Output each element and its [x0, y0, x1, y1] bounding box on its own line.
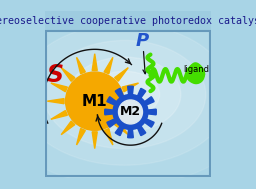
Polygon shape — [107, 119, 116, 127]
Ellipse shape — [90, 71, 160, 118]
Text: ligand: ligand — [183, 65, 209, 74]
Polygon shape — [122, 83, 138, 92]
Ellipse shape — [69, 57, 181, 132]
Polygon shape — [92, 54, 97, 70]
Polygon shape — [47, 99, 64, 104]
Polygon shape — [105, 109, 113, 115]
Circle shape — [119, 100, 143, 124]
Text: M2: M2 — [120, 105, 141, 119]
Polygon shape — [145, 119, 154, 127]
Polygon shape — [61, 68, 75, 81]
Polygon shape — [115, 126, 123, 136]
Text: Stereoselective cooperative photoredox catalysis: Stereoselective cooperative photoredox c… — [0, 16, 256, 26]
Text: S: S — [47, 63, 64, 87]
Polygon shape — [61, 121, 75, 135]
Polygon shape — [77, 129, 85, 145]
Polygon shape — [77, 57, 85, 74]
Polygon shape — [104, 57, 113, 74]
Ellipse shape — [0, 3, 256, 186]
Polygon shape — [51, 111, 67, 119]
Bar — [45, 11, 211, 30]
Ellipse shape — [44, 40, 206, 149]
Polygon shape — [122, 111, 138, 119]
Circle shape — [113, 94, 148, 129]
Polygon shape — [92, 132, 97, 149]
Polygon shape — [115, 121, 128, 135]
Polygon shape — [128, 129, 133, 138]
Bar — [47, 31, 209, 176]
Polygon shape — [137, 126, 146, 136]
Circle shape — [66, 72, 124, 130]
Ellipse shape — [19, 24, 231, 165]
Polygon shape — [107, 97, 116, 105]
Polygon shape — [125, 99, 142, 104]
Polygon shape — [115, 88, 123, 98]
Polygon shape — [104, 129, 113, 145]
Polygon shape — [137, 88, 146, 98]
Polygon shape — [128, 86, 133, 95]
Polygon shape — [188, 64, 204, 83]
Text: M1: M1 — [82, 94, 108, 109]
Polygon shape — [51, 83, 67, 92]
Text: P: P — [135, 32, 149, 50]
Polygon shape — [115, 68, 128, 81]
Polygon shape — [145, 97, 154, 105]
Polygon shape — [148, 109, 156, 115]
